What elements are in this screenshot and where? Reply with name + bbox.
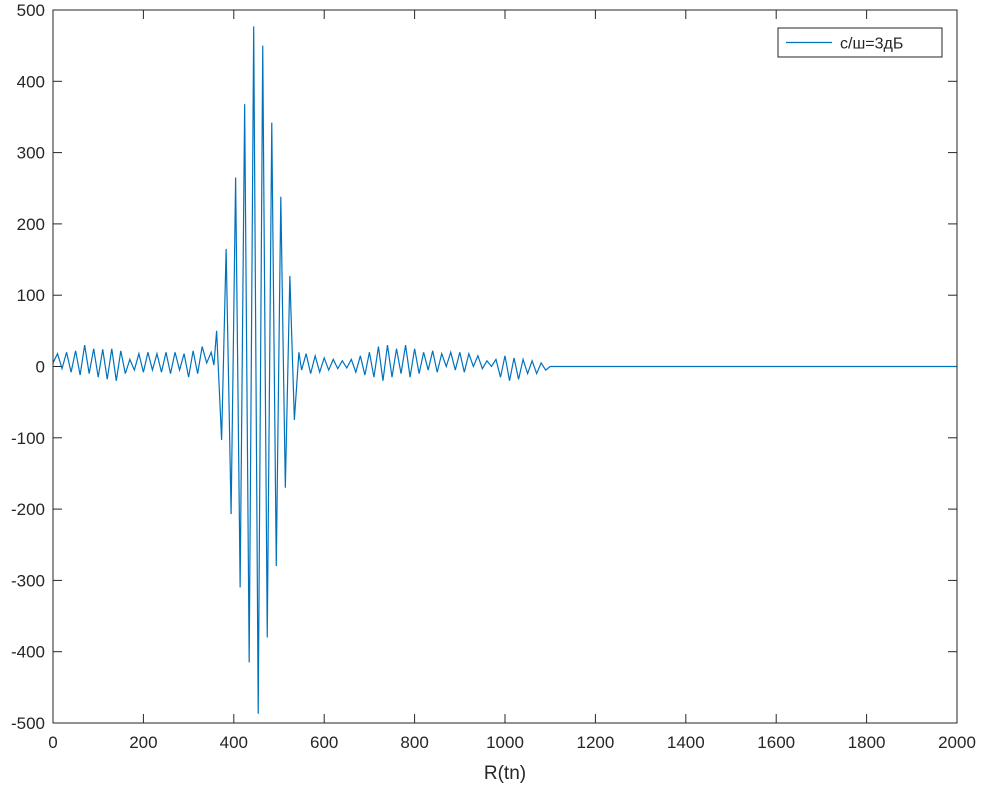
x-tick-label: 1000	[486, 733, 524, 752]
x-tick-label: 400	[220, 733, 248, 752]
y-tick-label: -300	[11, 571, 45, 590]
y-tick-label: -100	[11, 429, 45, 448]
series-line	[52, 26, 957, 714]
y-tick-label: -200	[11, 500, 45, 519]
y-tick-label: 100	[17, 286, 45, 305]
axes-box	[52, 9, 958, 724]
x-axis-label: R(tn)	[484, 763, 526, 784]
y-tick-label: 300	[17, 144, 45, 163]
legend-label: с/ш=3дБ	[840, 36, 903, 53]
x-tick-label: 600	[310, 733, 338, 752]
x-tick-label: 1600	[757, 733, 795, 752]
x-tick-label: 800	[400, 733, 428, 752]
y-tick-label: 0	[36, 358, 45, 377]
y-tick-label: 400	[17, 72, 45, 91]
x-tick-label: 200	[129, 733, 157, 752]
x-tick-label: 1200	[576, 733, 614, 752]
y-tick-label: -500	[11, 714, 45, 733]
x-tick-label: 0	[48, 733, 57, 752]
y-tick-label: 200	[17, 215, 45, 234]
y-tick-label: 500	[17, 1, 45, 20]
x-tick-label: 2000	[938, 733, 976, 752]
y-tick-label: -400	[11, 643, 45, 662]
x-tick-label: 1400	[667, 733, 705, 752]
x-tick-label: 1800	[848, 733, 886, 752]
